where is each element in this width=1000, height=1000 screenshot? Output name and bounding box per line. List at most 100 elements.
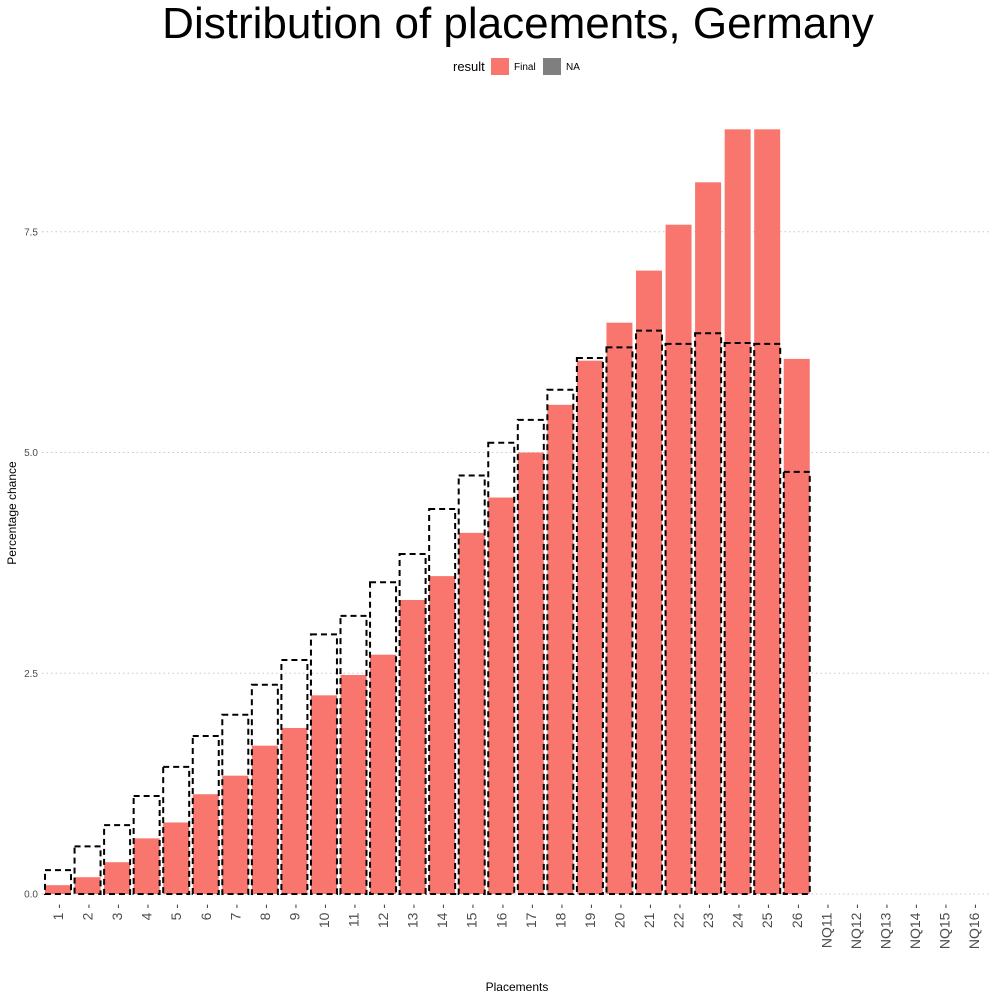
x-tick-label: 6 - — [198, 904, 214, 921]
bar-final — [133, 838, 160, 894]
bar-overall-outline — [250, 683, 279, 895]
bar-overall-outline — [162, 765, 191, 896]
chart-title: Distribution of placements, Germany — [162, 0, 874, 48]
x-tick-label: 25 - — [759, 904, 775, 928]
bar-overall-outline — [221, 713, 250, 895]
bar-overall-outline — [546, 388, 575, 895]
bar-overall-outline — [723, 342, 752, 895]
y-tick-label: 0.0 — [24, 890, 38, 901]
legend-swatch-final — [491, 58, 509, 75]
bar-final — [488, 497, 515, 894]
bar-final — [754, 129, 781, 894]
x-tick-label: 22 - — [671, 904, 687, 928]
y-tick-label: 2.5 — [24, 669, 38, 680]
bar-final — [547, 404, 574, 894]
x-tick-label: 4 - — [139, 904, 155, 921]
x-tick-label: 3 - — [109, 904, 125, 921]
bar-overall-outline — [309, 633, 338, 895]
bar-final — [724, 129, 751, 894]
x-tick-label: 5 - — [168, 904, 184, 921]
bar-final — [163, 822, 190, 894]
bar-final — [665, 224, 692, 894]
x-tick-label: 24 - — [730, 904, 746, 928]
bar-overall-outline — [782, 470, 811, 895]
bar-overall-outline — [44, 869, 72, 895]
x-tick-label: 21 - — [641, 904, 657, 928]
bar-overall-outline — [103, 824, 132, 895]
x-tick-label: 26 - — [789, 904, 805, 928]
bar-overall-outline — [694, 332, 723, 896]
bar-overall-outline — [487, 441, 516, 895]
x-tick-label: 23 - — [700, 904, 716, 928]
bar-overall-outline — [516, 418, 545, 895]
x-tick-label: 19 - — [582, 904, 598, 928]
bar-overall-outline — [132, 794, 161, 895]
y-axis-label: Percentage chance — [5, 461, 19, 565]
x-tick-label: 2 - — [80, 904, 96, 921]
bar-overall-outline — [280, 659, 309, 895]
bar-overall-outline — [428, 508, 457, 895]
legend-title: result — [453, 59, 485, 74]
x-tick-label: 12 - — [375, 904, 391, 928]
bar-final — [429, 576, 456, 894]
x-tick-label: NQ15 - — [937, 904, 953, 949]
bar-overall-outline — [339, 614, 368, 895]
bar-overall-outline — [635, 329, 663, 895]
bar-final — [222, 775, 249, 894]
legend-label-na: NA — [566, 62, 580, 73]
x-tick-label: 13 - — [405, 904, 421, 928]
bar-final — [695, 182, 722, 894]
gridlines — [42, 231, 990, 895]
bar-final — [281, 727, 308, 894]
bar-overall-outline — [575, 357, 604, 896]
bar-final — [192, 794, 219, 894]
x-tick-label: NQ12 - — [848, 904, 864, 949]
bar-overall-outline — [664, 342, 693, 895]
y-tick-label: 5.0 — [24, 448, 38, 459]
bar-overall-outline — [457, 474, 486, 895]
legend-label-final: Final — [514, 62, 536, 73]
x-tick-label: 8 - — [257, 904, 273, 921]
bar-overall-outline — [753, 342, 782, 895]
bars-final — [45, 129, 810, 895]
bar-final — [458, 532, 485, 894]
legend: result Final NA — [453, 58, 580, 75]
x-tick-label: 18 - — [552, 904, 568, 928]
x-axis-label: Placements — [486, 980, 549, 994]
bar-overall-outline — [369, 581, 398, 896]
x-tick-label: NQ13 - — [877, 904, 893, 949]
bar-overall-outline — [605, 346, 634, 896]
x-tick-label: 16 - — [493, 904, 509, 928]
legend-swatch-na — [543, 58, 561, 75]
x-tick-label: 17 - — [523, 904, 539, 928]
x-tick-label: 15 - — [464, 904, 480, 928]
x-tick-label: 11 - — [346, 904, 362, 927]
bar-final — [399, 599, 426, 894]
bar-final — [251, 745, 278, 894]
bar-final — [370, 654, 397, 894]
x-axis-ticks: 1 - 2 - 3 - 4 - 5 - 6 - 7 - 8 - 9 - 10 - 11 - 12 - 1… — [50, 904, 982, 949]
y-tick-label: 7.5 — [24, 227, 38, 238]
bar-final — [576, 360, 603, 895]
x-tick-label: 14 - — [434, 904, 450, 928]
x-tick-label: 20 - — [611, 904, 627, 928]
bar-final — [783, 358, 810, 895]
bar-final — [310, 695, 337, 894]
x-tick-label: 7 - — [227, 904, 243, 921]
bar-final — [606, 322, 633, 895]
x-tick-label: 10 - — [316, 904, 332, 928]
y-axis-ticks: 0.0 2.5 5.0 7.5 — [24, 227, 38, 900]
bars-overall-outline — [44, 329, 811, 896]
bar-final — [45, 885, 71, 894]
x-tick-label: 1 - — [50, 904, 66, 921]
bar-final — [340, 675, 367, 894]
bar-final — [636, 270, 662, 894]
x-tick-label: NQ11 - — [818, 904, 834, 948]
bar-overall-outline — [191, 734, 220, 895]
x-tick-label: NQ16 - — [966, 904, 982, 949]
bar-final — [104, 862, 131, 894]
bar-overall-outline — [398, 553, 427, 895]
bar-final — [74, 877, 101, 894]
bar-final — [517, 452, 544, 894]
